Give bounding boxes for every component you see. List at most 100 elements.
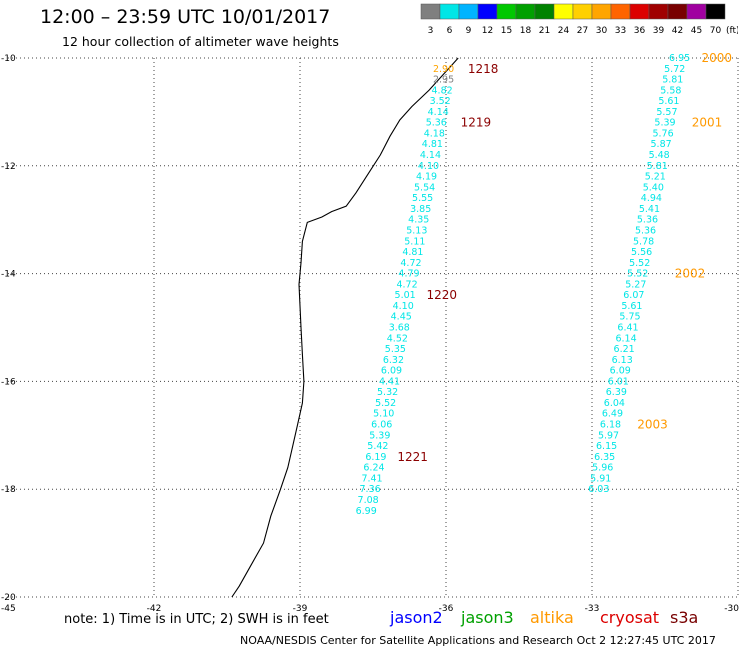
wave-height-label: 5.55 xyxy=(412,193,433,204)
wave-height-label: 5.42 xyxy=(367,441,388,452)
wave-height-label: 5.52 xyxy=(375,398,396,409)
wave-height-label: 6.24 xyxy=(363,463,384,474)
pass-time-label: 1218 xyxy=(468,62,499,76)
colorbar-label: 6 xyxy=(447,26,453,36)
colorbar-label: 24 xyxy=(558,26,570,36)
wave-height-label: 6.99 xyxy=(356,506,377,517)
map-subtitle: 12 hour collection of altimeter wave hei… xyxy=(62,34,339,49)
wave-height-label: 2.90 xyxy=(433,64,454,75)
colorbar-label: 45 xyxy=(691,26,702,36)
colorbar-label: 70 xyxy=(710,26,722,36)
satellite-legend-item-altika: altika xyxy=(530,608,574,627)
wave-height-label: 4.52 xyxy=(387,333,408,344)
wave-height-label: 5.75 xyxy=(619,312,640,323)
wave-height-label: 5.57 xyxy=(656,107,677,118)
satellite-legend-item-jason2: jason2 xyxy=(390,608,443,627)
wave-height-label: 6.09 xyxy=(381,366,402,377)
lat-tick-label: -18 xyxy=(1,485,16,495)
wave-height-label: 4.45 xyxy=(391,312,412,323)
wave-height-label: 6.03 xyxy=(588,484,609,495)
wave-height-label: 5.61 xyxy=(658,96,679,107)
wave-height-label: 4.14 xyxy=(428,107,449,118)
pass-time-label: 2002 xyxy=(675,267,706,281)
wave-height-label: 5.36 xyxy=(637,215,658,226)
wave-height-label: 4.72 xyxy=(400,258,421,269)
colorbar-swatch xyxy=(705,3,726,20)
wave-height-label: 5.21 xyxy=(645,172,666,183)
wave-height-label: 5.52 xyxy=(627,269,648,280)
graticule xyxy=(8,57,739,598)
lon-tick-label: -36 xyxy=(439,604,454,614)
satellite-legend-item-jason3: jason3 xyxy=(461,608,514,627)
wave-height-label: 6.13 xyxy=(612,355,633,366)
wave-height-label: 5.39 xyxy=(654,118,675,129)
pass-time-label: 1221 xyxy=(397,450,428,464)
wave-height-label: 6.49 xyxy=(602,409,623,420)
wave-height-label: 4.94 xyxy=(641,193,662,204)
wave-height-label: 4.82 xyxy=(432,85,453,96)
pass-time-label: 1219 xyxy=(461,116,492,130)
wave-height-label: 3.68 xyxy=(389,323,410,334)
colorbar-label: 42 xyxy=(672,26,683,36)
wave-height-label: 6.09 xyxy=(610,366,631,377)
wave-height-label: 4.35 xyxy=(408,215,429,226)
wave-height-label: 4.81 xyxy=(402,247,423,258)
wave-height-label: 5.56 xyxy=(631,247,652,258)
altimeter-tracks: 2.902.954.823.524.145.364.184.814.144.10… xyxy=(356,51,732,517)
wave-height-label: 6.01 xyxy=(608,376,629,387)
wave-height-label: 5.76 xyxy=(652,128,673,139)
wave-height-label: 5.58 xyxy=(660,85,681,96)
wave-height-label: 5.96 xyxy=(592,463,613,474)
wave-height-label: 5.36 xyxy=(426,118,447,129)
wave-height-label: 6.14 xyxy=(615,333,636,344)
wave-height-label: 5.97 xyxy=(598,430,619,441)
wave-height-label: 3.85 xyxy=(410,204,431,215)
wave-height-label: 5.61 xyxy=(621,301,642,312)
wave-height-label: 5.52 xyxy=(629,258,650,269)
pass-time-label: 1220 xyxy=(427,288,458,302)
wave-height-label: 5.11 xyxy=(404,236,425,247)
lon-tick-label: -30 xyxy=(724,604,739,614)
wave-height-label: 5.39 xyxy=(369,430,390,441)
wave-height-label: 5.01 xyxy=(395,290,416,301)
wave-height-label: 5.40 xyxy=(643,182,664,193)
colorbar-label: 39 xyxy=(653,26,665,36)
wave-height-label: 3.52 xyxy=(430,96,451,107)
wave-height-label: 5.13 xyxy=(406,225,427,236)
wave-height-label: 6.95 xyxy=(669,53,690,64)
colorbar-label: 9 xyxy=(466,26,472,36)
colorbar-label: 18 xyxy=(520,26,532,36)
coastline xyxy=(231,57,459,598)
wave-height-label: 6.06 xyxy=(371,420,392,431)
wave-height-label: 6.19 xyxy=(365,452,386,463)
wave-height-label: 6.41 xyxy=(617,323,638,334)
satellite-legend-item-s3a: s3a xyxy=(670,608,699,627)
colorbar-label: 33 xyxy=(615,26,626,36)
footer-credit: NOAA/NESDIS Center for Satellite Applica… xyxy=(240,634,716,647)
lat-tick-label: -16 xyxy=(1,377,16,387)
map-title: 12:00 – 23:59 UTC 10/01/2017 xyxy=(40,6,331,28)
wave-height-label: 5.91 xyxy=(590,473,611,484)
wave-height-label: 4.18 xyxy=(424,128,445,139)
colorbar-label: 30 xyxy=(596,26,608,36)
wave-height-label: 4.72 xyxy=(396,279,417,290)
pass-time-label: 2003 xyxy=(637,418,668,432)
wave-height-label: 5.48 xyxy=(649,150,670,161)
lon-tick-label: -33 xyxy=(585,604,600,614)
wave-height-label: 5.81 xyxy=(662,75,683,86)
satellite-legend-item-cryosat: cryosat xyxy=(600,608,660,627)
wave-height-label: 2.95 xyxy=(433,75,454,86)
wave-height-label: 5.35 xyxy=(385,344,406,355)
wave-height-label: 4.79 xyxy=(398,269,419,280)
wave-height-label: 5.10 xyxy=(373,409,394,420)
colorbar-label: 3 xyxy=(428,26,434,36)
lat-tick-label: -12 xyxy=(1,162,16,172)
lon-tick-label: -42 xyxy=(147,604,162,614)
wave-height-label: 7.36 xyxy=(360,484,381,495)
lon-tick-label: -45 xyxy=(1,604,16,614)
wave-height-label: 4.10 xyxy=(393,301,414,312)
colorbar-unit-label: (ft) xyxy=(726,26,738,36)
